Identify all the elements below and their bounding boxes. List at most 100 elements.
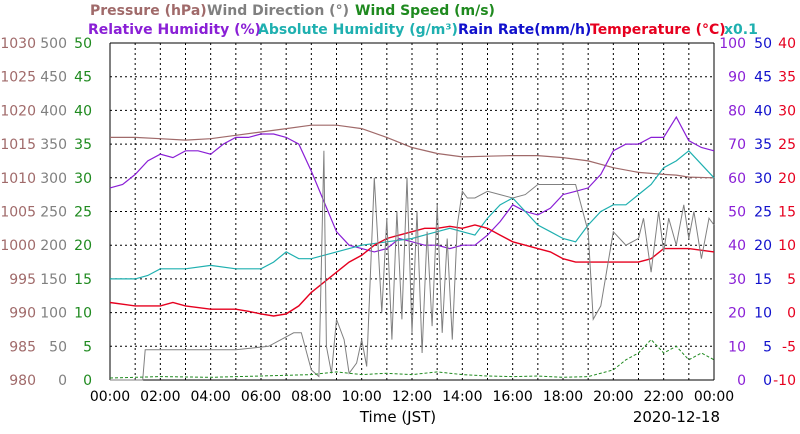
- y-tick-label: 80: [728, 103, 746, 119]
- y-tick-label: 30: [74, 171, 92, 187]
- y-tick-label: 40: [778, 36, 796, 52]
- y-tick-label: 0: [737, 373, 746, 389]
- y-tick-label: 500: [40, 36, 67, 52]
- legend-entry: Wind Direction (°): [207, 3, 349, 19]
- y-tick-label: 25: [778, 137, 796, 153]
- legend-entry: Relative Humidity (%): [88, 22, 261, 38]
- series-wind-speed-m-s: [109, 338, 715, 379]
- series-wind-direction: [110, 150, 715, 381]
- legend: Pressure (hPa) Wind Direction (°) Wind Spe…: [88, 3, 758, 38]
- x-tick-label: 22:00: [643, 389, 683, 405]
- legend-entry: Rain Rate(mm/h): [458, 22, 591, 38]
- y-tick-label: 35: [74, 137, 92, 153]
- y-tick-label: 100: [719, 36, 746, 52]
- y-tick-label: 50: [74, 36, 92, 52]
- y-tick-label: 45: [74, 70, 92, 86]
- y-tick-label: 5: [763, 339, 772, 355]
- y-tick-label: 350: [40, 137, 67, 153]
- x-tick-label: 06:00: [241, 389, 281, 405]
- series-temperature-c: [109, 224, 715, 317]
- series-absolute-humidity-g-m: [110, 149, 715, 280]
- x-tick-label: 18:00: [543, 389, 583, 405]
- x-tick-label: 02:00: [140, 389, 180, 405]
- y-tick-label: 20: [728, 306, 746, 322]
- y-tick-label: 1010: [0, 171, 36, 187]
- legend-entry: Temperature (°C): [590, 22, 726, 38]
- y-tick-label: 300: [40, 171, 67, 187]
- y-tick-label: 5: [83, 339, 92, 355]
- y-tick-label: 50: [728, 205, 746, 221]
- y-tick-label: 1020: [0, 103, 36, 119]
- legend-entry: Absolute Humidity (g/m³): [258, 22, 458, 38]
- x-tick-label: 04:00: [190, 389, 230, 405]
- y-tick-label: 985: [9, 339, 36, 355]
- y-tick-label: 150: [40, 272, 67, 288]
- y-tick-label: 50: [49, 339, 67, 355]
- y-tick-label: 0: [763, 373, 772, 389]
- y-tick-label: 60: [728, 171, 746, 187]
- y-tick-label: 450: [40, 70, 67, 86]
- y-tick-label: 20: [754, 238, 772, 254]
- x-tick-label: 10:00: [341, 389, 381, 405]
- y-tick-label: 40: [74, 103, 92, 119]
- y-tick-label: -5: [782, 339, 796, 355]
- x-tick-label: 16:00: [492, 389, 532, 405]
- y-tick-label: 20: [74, 238, 92, 254]
- y-axes: 1030102510201015101010051000995990985980…: [0, 36, 796, 389]
- y-tick-label: 20: [778, 171, 796, 187]
- y-tick-label: 0: [58, 373, 67, 389]
- x-tick-label: 14:00: [442, 389, 482, 405]
- y-tick-label: 90: [728, 70, 746, 86]
- date-label: 2020-12-18: [633, 408, 720, 426]
- y-tick-label: 15: [778, 205, 796, 221]
- y-tick-label: 1030: [0, 36, 36, 52]
- legend-entry: Pressure (hPa): [90, 3, 207, 19]
- y-tick-label: 45: [754, 70, 772, 86]
- series-relative-humidity: [109, 115, 715, 253]
- y-tick-label: 70: [728, 137, 746, 153]
- series-pressure-hpa: [110, 124, 715, 179]
- grid: [109, 42, 715, 381]
- y-tick-label: 40: [754, 103, 772, 119]
- y-tick-label: 5: [787, 272, 796, 288]
- y-tick-label: 100: [40, 306, 67, 322]
- abs-humidity-scale-note: x0.1: [724, 22, 758, 38]
- y-tick-label: 50: [754, 36, 772, 52]
- y-tick-label: 1000: [0, 238, 36, 254]
- y-tick-label: 1005: [0, 205, 36, 221]
- y-tick-label: 25: [754, 205, 772, 221]
- y-tick-label: 30: [778, 103, 796, 119]
- y-tick-label: 25: [74, 205, 92, 221]
- y-tick-label: 10: [74, 306, 92, 322]
- y-tick-label: 15: [754, 272, 772, 288]
- y-tick-label: 35: [754, 137, 772, 153]
- y-tick-label: 10: [754, 306, 772, 322]
- x-tick-label: 12:00: [392, 389, 432, 405]
- y-tick-label: 1015: [0, 137, 36, 153]
- x-tick-label: 20:00: [593, 389, 633, 405]
- y-tick-label: 980: [9, 373, 36, 389]
- y-tick-label: 0: [83, 373, 92, 389]
- x-axis: 00:00 02:00 04:00 06:00 08:00 10:00 12:00 14:00…: [90, 389, 734, 405]
- y-tick-label: 990: [9, 306, 36, 322]
- y-tick-label: 35: [778, 70, 796, 86]
- y-tick-label: 30: [754, 171, 772, 187]
- x-tick-label: 00:00: [90, 389, 130, 405]
- y-tick-label: 15: [74, 272, 92, 288]
- y-tick-label: 400: [40, 103, 67, 119]
- x-tick-label: 08:00: [291, 389, 331, 405]
- y-tick-label: 40: [728, 238, 746, 254]
- y-tick-label: 30: [728, 272, 746, 288]
- x-axis-label: Time (JST): [359, 408, 436, 426]
- legend-entry: Wind Speed (m/s): [355, 3, 495, 19]
- y-tick-label: 1025: [0, 70, 36, 86]
- y-tick-label: -10: [773, 373, 796, 389]
- y-tick-label: 995: [9, 272, 36, 288]
- plot-area: [109, 115, 715, 381]
- y-tick-label: 200: [40, 238, 67, 254]
- x-tick-label: 00:00: [694, 389, 734, 405]
- y-tick-label: 10: [778, 238, 796, 254]
- y-tick-label: 0: [787, 306, 796, 322]
- y-tick-label: 10: [728, 339, 746, 355]
